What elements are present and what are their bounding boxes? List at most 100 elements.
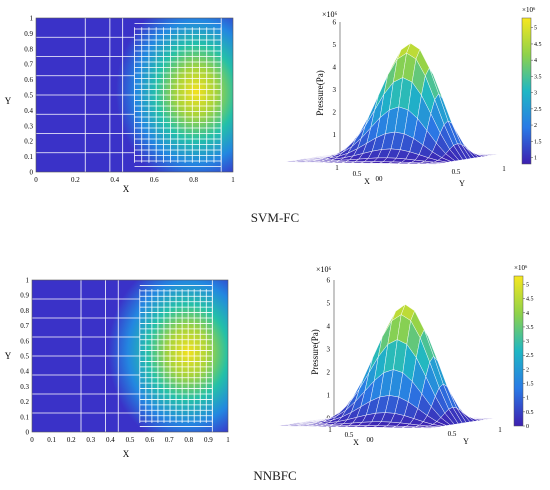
base-tick-label: 0.5 xyxy=(452,168,461,176)
z-tick-label: 4 xyxy=(327,323,331,331)
colorbar-scale-label: ×10⁶ xyxy=(514,264,528,272)
svm-fc-2d-plot: 0 0.2 0.4 0.6 0.8 1 0 0.1 0.2 0.3 0.4 0.5 0.6 0.7 0.8 0… xyxy=(5,15,236,195)
colorbar-scale-label: ×10⁶ xyxy=(522,6,536,14)
colorbar-tick-label: 3.5 xyxy=(526,325,534,331)
y-axis-label: Y xyxy=(463,437,469,446)
z-tick-label: 4 xyxy=(333,64,337,72)
colorbar-tick-label: 4.5 xyxy=(534,42,542,48)
y-tick-label: 0.4 xyxy=(24,107,33,115)
heatmap-frame xyxy=(35,17,234,173)
y-tick-label: 0.5 xyxy=(20,353,29,361)
x-tick-label: 0.5 xyxy=(126,436,135,444)
base-tick-label: 1 xyxy=(328,426,332,434)
surface-patch xyxy=(426,162,440,165)
z-axis-label: Pressure(Pa) xyxy=(310,329,320,375)
base-tick-label: 1 xyxy=(502,165,506,173)
colorbar-tick-label: 1 xyxy=(526,396,529,402)
z-scale-label: ×10⁶ xyxy=(322,10,338,19)
base-tick-label: 1 xyxy=(335,164,339,172)
y-tick-label: 0 xyxy=(30,169,34,177)
x-axis-label: X xyxy=(123,184,130,194)
y-tick-label: 0.2 xyxy=(24,138,33,146)
colorbar xyxy=(521,17,532,165)
x-tick-label: 0 xyxy=(34,176,38,184)
colorbar-tick-label: 3.5 xyxy=(534,74,542,80)
z-tick-label: 1 xyxy=(327,392,331,400)
y-axis-label: Y xyxy=(459,179,465,188)
colorbar-tick-label: 0.5 xyxy=(526,410,534,416)
x-tick-label: 0.6 xyxy=(145,436,154,444)
x-tick-label: 0.8 xyxy=(184,436,193,444)
y-tick-label: 0.7 xyxy=(20,322,29,330)
colorbar-tick-label: 5 xyxy=(534,26,537,32)
y-tick-label: 0.4 xyxy=(20,368,29,376)
y-tick-label: 0 xyxy=(26,429,30,437)
colorbar-tick-label: 1.5 xyxy=(534,139,542,145)
base-tick-label: 00 xyxy=(367,436,375,444)
colorbar-tick-label: 0 xyxy=(526,424,529,430)
x-axis-label: X xyxy=(353,438,359,447)
surface-patch xyxy=(420,426,435,429)
colorbar-tick-label: 2.5 xyxy=(526,353,534,359)
y-tick-label: 0.7 xyxy=(24,61,33,69)
x-axis-label: X xyxy=(364,177,370,186)
pressure-surface xyxy=(278,303,495,429)
y-tick-label: 0.3 xyxy=(20,383,29,391)
colorbar-tick-label: 2 xyxy=(526,367,529,373)
z-tick-label: 3 xyxy=(333,86,337,94)
x-tick-label: 0.9 xyxy=(204,436,213,444)
x-tick-label: 0.1 xyxy=(47,436,56,444)
x-tick-label: 0.2 xyxy=(67,436,76,444)
base-tick-label: 1 xyxy=(498,426,502,434)
base-tick-label: 0.5 xyxy=(448,430,457,438)
y-tick-label: 0.5 xyxy=(24,92,33,100)
z-tick-label: 1 xyxy=(333,131,337,139)
base-tick-label: 00 xyxy=(376,175,384,183)
x-axis-label: X xyxy=(123,449,130,459)
z-tick-label: 2 xyxy=(333,109,337,117)
z-tick-label: 5 xyxy=(333,41,337,49)
y-tick-label: 0.9 xyxy=(20,292,29,300)
x-tick-label: 1 xyxy=(226,436,230,444)
x-tick-label: 0.6 xyxy=(150,176,159,184)
x-tick-label: 0 xyxy=(30,436,34,444)
y-tick-label: 0.8 xyxy=(24,45,33,53)
y-tick-label: 0.9 xyxy=(24,30,33,38)
x-tick-label: 1 xyxy=(231,176,235,184)
x-tick-label: 0.8 xyxy=(189,176,198,184)
z-tick-label: 5 xyxy=(327,300,331,308)
caption-nnbfc: NNBFC xyxy=(253,468,297,483)
colorbar-tick-label: 2 xyxy=(534,123,537,129)
y-axis-label: Y xyxy=(5,96,12,106)
y-tick-label: 0.1 xyxy=(20,413,29,421)
y-tick-label: 0.8 xyxy=(20,307,29,315)
z-scale-label: ×10⁶ xyxy=(316,265,332,274)
y-tick-label: 0.3 xyxy=(24,122,33,130)
colorbar-tick-label: 4 xyxy=(526,311,529,317)
colorbar-tick-label: 4.5 xyxy=(526,297,534,303)
y-axis-label: Y xyxy=(5,351,12,361)
adaptive-mesh xyxy=(32,280,213,432)
colorbar-tick-label: 1 xyxy=(534,156,537,162)
pressure-surface xyxy=(285,42,499,165)
x-tick-label: 0.7 xyxy=(165,436,174,444)
z-axis-label: Pressure(Pa) xyxy=(315,70,325,116)
z-tick-label: 6 xyxy=(327,277,331,285)
x-tick-label: 0.4 xyxy=(110,176,119,184)
x-tick-label: 0.4 xyxy=(106,436,115,444)
z-tick-label: 6 xyxy=(333,19,337,27)
y-tick-label: 0.2 xyxy=(20,398,29,406)
colorbar xyxy=(513,275,524,427)
caption-svm-fc: SVM-FC xyxy=(250,210,300,225)
x-tick-label: 0.2 xyxy=(71,176,80,184)
colorbar-tick-label: 3 xyxy=(534,91,537,97)
y-tick-label: 0.6 xyxy=(20,337,29,345)
y-tick-label: 1 xyxy=(30,15,34,23)
y-tick-label: 1 xyxy=(26,277,30,285)
z-tick-label: 2 xyxy=(327,369,331,377)
colorbar-tick-label: 5 xyxy=(526,282,529,288)
colorbar-tick-label: 3 xyxy=(526,339,529,345)
y-tick-label: 0.6 xyxy=(24,76,33,84)
z-tick-label: 3 xyxy=(327,346,331,354)
